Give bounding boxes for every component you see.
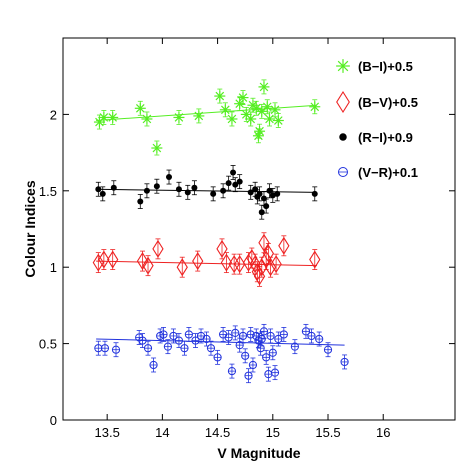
data-point bbox=[185, 189, 191, 195]
data-points bbox=[93, 80, 348, 383]
data-point bbox=[220, 188, 226, 194]
y-axis-label: Colour Indices bbox=[22, 180, 38, 277]
data-point bbox=[309, 101, 320, 112]
legend-marker bbox=[336, 59, 350, 73]
x-tick-label: 15 bbox=[266, 425, 280, 440]
legend-marker bbox=[339, 133, 347, 141]
data-point bbox=[230, 169, 236, 175]
y-tick-label: 2 bbox=[50, 107, 57, 122]
data-point bbox=[193, 110, 204, 121]
x-tick-label: 14.5 bbox=[205, 425, 230, 440]
legend-marker bbox=[339, 168, 348, 177]
legend-label: (V−R)+0.1 bbox=[358, 165, 418, 180]
data-point bbox=[173, 112, 184, 123]
data-point bbox=[151, 143, 162, 154]
data-point bbox=[264, 113, 275, 124]
data-point bbox=[274, 191, 280, 197]
data-point bbox=[141, 113, 152, 124]
x-tick-label: 16 bbox=[376, 425, 390, 440]
x-tick-label: 13.5 bbox=[95, 425, 120, 440]
y-tick-label: 1 bbox=[50, 260, 57, 275]
legend-label: (B−V)+0.5 bbox=[358, 95, 418, 110]
data-point bbox=[144, 188, 150, 194]
data-point bbox=[259, 209, 265, 215]
data-point bbox=[137, 198, 143, 204]
data-point bbox=[237, 92, 248, 103]
x-tick-label: 15.5 bbox=[315, 425, 340, 440]
y-tick-label: 0.5 bbox=[39, 337, 57, 352]
data-point bbox=[226, 180, 232, 186]
data-point bbox=[254, 126, 265, 137]
fit-line bbox=[96, 261, 317, 266]
legend-label: (R−I)+0.9 bbox=[358, 130, 413, 145]
data-point bbox=[258, 81, 269, 92]
data-point bbox=[100, 191, 106, 197]
data-point bbox=[312, 191, 318, 197]
y-tick-label: 1.5 bbox=[39, 184, 57, 199]
y-tick-label: 0 bbox=[50, 413, 57, 428]
data-point bbox=[191, 185, 197, 191]
data-point bbox=[226, 113, 237, 124]
legend-label: (B−I)+0.5 bbox=[358, 59, 413, 74]
fit-line bbox=[96, 339, 344, 345]
data-point bbox=[107, 112, 118, 123]
data-point bbox=[210, 191, 216, 197]
data-point bbox=[176, 186, 182, 192]
data-point bbox=[237, 179, 243, 185]
fit-line bbox=[96, 189, 317, 192]
legend-marker bbox=[337, 92, 350, 112]
data-point bbox=[135, 103, 146, 114]
fit-lines bbox=[96, 105, 344, 345]
data-point bbox=[263, 203, 269, 209]
data-point bbox=[273, 115, 284, 126]
fit-line bbox=[96, 105, 317, 120]
data-point bbox=[166, 174, 172, 180]
data-point bbox=[111, 185, 117, 191]
data-point bbox=[214, 91, 225, 102]
legend: (B−I)+0.5 (B−V)+0.5 (R−I)+0.9 (V−R)+0.1 bbox=[336, 59, 418, 180]
data-point bbox=[154, 183, 160, 189]
data-point bbox=[220, 104, 231, 115]
x-tick-label: 14 bbox=[155, 425, 169, 440]
x-axis-label: V Magnitude bbox=[217, 445, 300, 461]
